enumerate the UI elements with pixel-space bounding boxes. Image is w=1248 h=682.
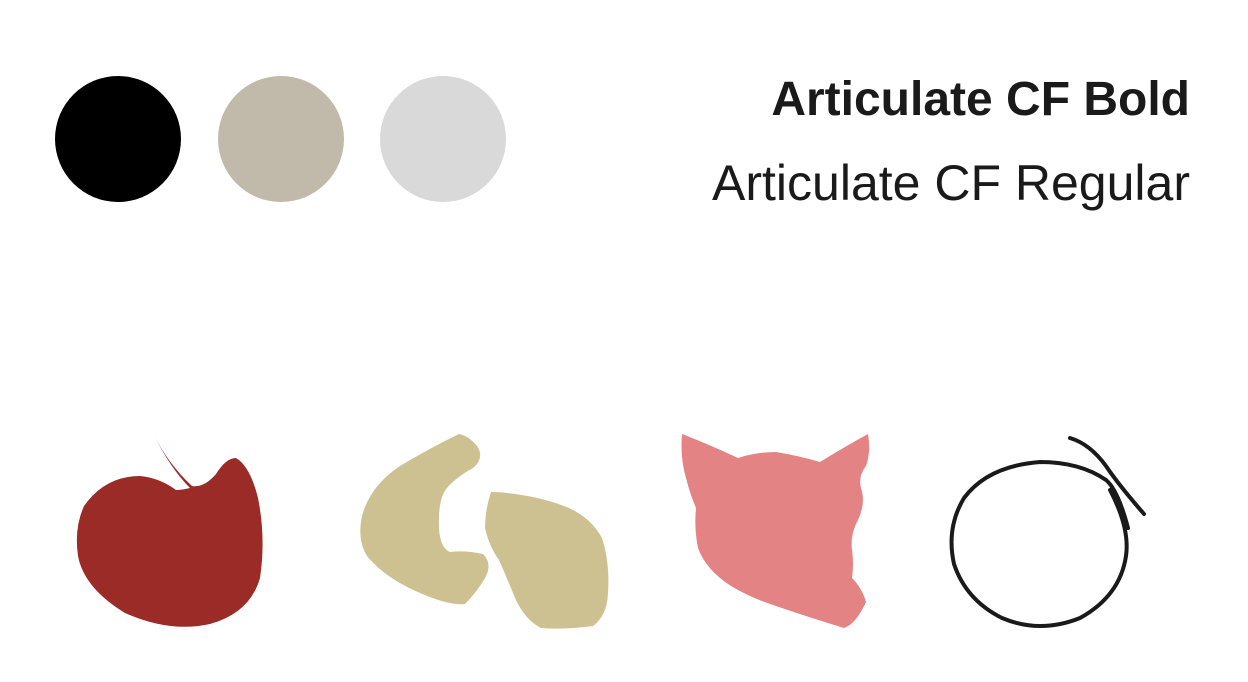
split-blob-shape	[360, 434, 609, 629]
scribble-circle-shape	[949, 436, 1146, 628]
split-blob-right-path	[485, 492, 609, 629]
cat-head-blob-shape	[681, 434, 870, 628]
font-sample-regular: Articulate CF Regular	[712, 155, 1190, 211]
color-swatch-light-gray	[380, 76, 506, 202]
split-blob-left-path	[360, 434, 489, 605]
apple-blob-shape	[76, 433, 263, 627]
cat-head-blob-path	[681, 434, 870, 628]
color-swatch-black	[55, 76, 181, 202]
color-swatch-taupe	[218, 76, 344, 202]
apple-blob-path	[76, 433, 263, 627]
scribble-circle-path	[949, 436, 1146, 628]
font-sample-bold: Articulate CF Bold	[771, 73, 1190, 126]
